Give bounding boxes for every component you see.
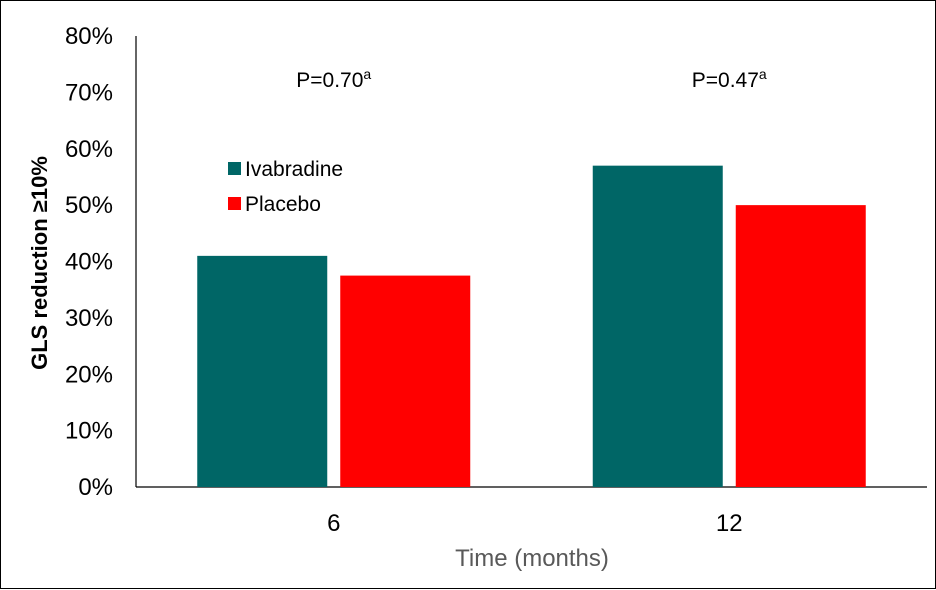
- bar-ivabradine-12: [592, 165, 723, 487]
- x-axis-label: Time (months): [455, 545, 609, 572]
- y-tick-label: 20%: [65, 361, 113, 388]
- y-tick-label: 70%: [65, 79, 113, 106]
- x-tick-label: 6: [327, 510, 340, 537]
- y-tick-label: 10%: [65, 418, 113, 445]
- p-value-annotation: P=0.47a: [692, 66, 767, 92]
- y-axis-label: GLS reduction ≥10%: [27, 156, 52, 370]
- legend-swatch-ivabradine: [228, 162, 241, 175]
- bar-placebo-6: [340, 275, 471, 487]
- legend-label-placebo: Placebo: [245, 193, 321, 216]
- y-tick-label: 60%: [65, 136, 113, 163]
- x-tick-label: 12: [716, 510, 743, 537]
- legend-swatch-placebo: [228, 197, 241, 210]
- y-tick-label: 30%: [65, 305, 113, 332]
- y-tick-label: 80%: [65, 23, 113, 50]
- bar-placebo-12: [735, 205, 866, 487]
- y-tick-label: 0%: [78, 474, 113, 501]
- y-tick-label: 40%: [65, 249, 113, 276]
- bar-ivabradine-6: [197, 255, 328, 487]
- p-value-annotation: P=0.70a: [296, 66, 371, 92]
- y-tick-label: 50%: [65, 192, 113, 219]
- legend-label-ivabradine: Ivabradine: [245, 158, 343, 181]
